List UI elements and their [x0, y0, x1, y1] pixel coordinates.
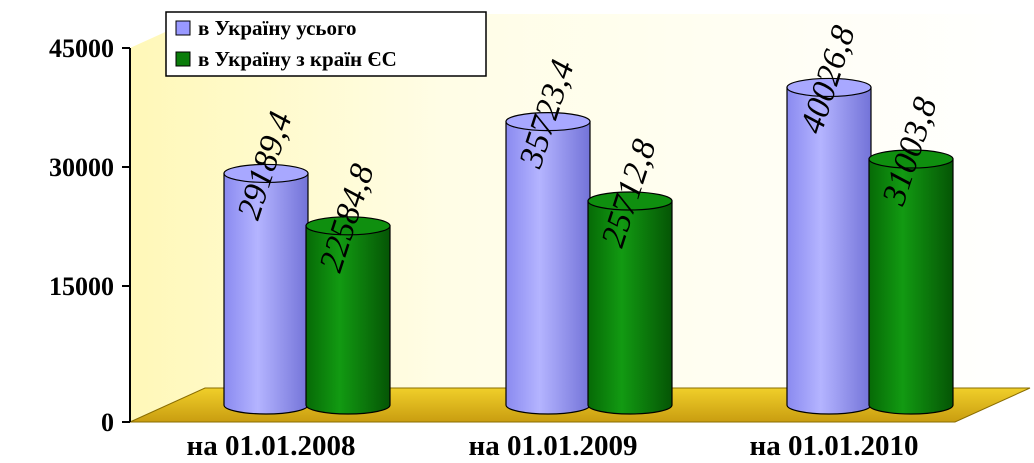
bar-top [868, 149, 954, 169]
bar-total-0 [223, 163, 309, 415]
x-tick-label: на 01.01.2008 [187, 430, 356, 462]
bar-top [786, 77, 872, 98]
legend-swatch-total [175, 20, 191, 36]
legend-label-eu: в Україну з країн ЄС [198, 47, 397, 71]
bars [223, 77, 954, 415]
legend-swatch-eu [175, 51, 191, 67]
y-tick-label: 30000 [49, 153, 114, 182]
x-tick-label: на 01.01.2009 [469, 430, 638, 462]
y-tick-label: 15000 [49, 272, 114, 301]
x-axis: на 01.01.2008 на 01.01.2009 на 01.01.2010 [187, 430, 919, 462]
x-tick-label: на 01.01.2010 [750, 430, 919, 462]
bar-body [868, 158, 954, 415]
bar-total-2 [786, 77, 872, 415]
bar-eu-2 [868, 149, 954, 415]
bar-top [305, 216, 391, 236]
bar-top [223, 163, 309, 184]
y-axis: 45000 30000 15000 0 [49, 34, 130, 437]
bar-eu-1 [587, 191, 673, 415]
legend-label-total: в Україну усього [198, 16, 357, 40]
bar-body [587, 200, 673, 415]
y-tick-label: 45000 [49, 34, 114, 63]
bar-body [305, 225, 391, 415]
legend: в Україну усього в Україну з країн ЄС [165, 11, 487, 77]
y-tick-label: 0 [101, 408, 114, 437]
legend-box [165, 11, 487, 77]
bar-eu-0 [305, 216, 391, 415]
bar-top [587, 191, 673, 211]
bar-top [505, 111, 591, 132]
